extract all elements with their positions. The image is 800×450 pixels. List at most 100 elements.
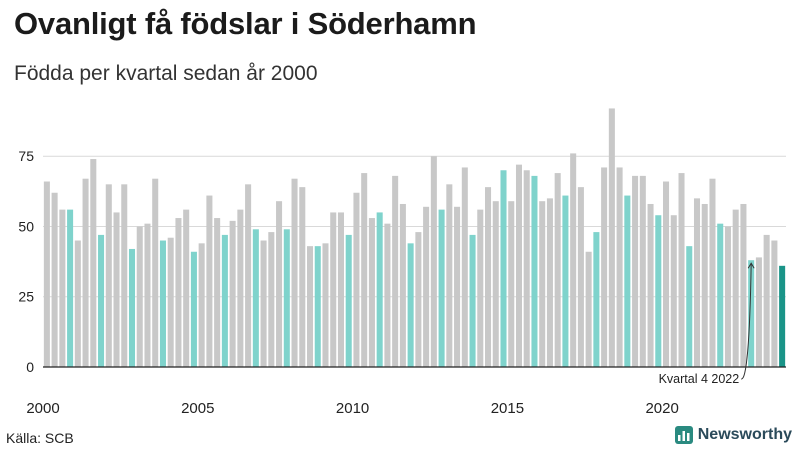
bar [415, 232, 422, 367]
bar [74, 240, 81, 367]
bar [113, 212, 120, 367]
bar [423, 206, 430, 367]
bar [392, 175, 399, 367]
bar [740, 203, 747, 367]
bar [647, 203, 654, 367]
bar [515, 164, 523, 367]
bar [121, 184, 128, 367]
y-axis-ticks: 0 25 50 75 [18, 148, 34, 375]
bar [469, 234, 476, 367]
bar [136, 226, 143, 367]
bar [252, 229, 259, 367]
bar [523, 170, 530, 367]
bar [717, 223, 724, 367]
bar [245, 184, 252, 367]
annotation-label: Kvartal 4 2022 [659, 372, 740, 386]
bar [701, 203, 708, 367]
bar [771, 240, 778, 367]
bar [214, 218, 221, 367]
bar [779, 265, 786, 367]
annotation: Kvartal 4 2022 [659, 262, 755, 386]
bar [260, 240, 267, 367]
bar [562, 195, 569, 367]
bar [368, 218, 375, 367]
bar [322, 243, 329, 367]
x-tick-label: 2020 [645, 400, 678, 417]
bar [206, 195, 213, 367]
x-axis-ticks: 2000 2005 2010 2015 2020 [26, 400, 679, 417]
bar [492, 201, 499, 367]
bar [709, 178, 716, 367]
bar [90, 159, 97, 367]
bar [283, 229, 290, 367]
bar [655, 215, 662, 367]
bar [229, 220, 236, 367]
bar [198, 243, 205, 367]
bar [376, 212, 383, 367]
chart-subtitle: Födda per kvartal sedan år 2000 [14, 62, 318, 85]
bar [616, 167, 623, 367]
bar [554, 173, 561, 367]
y-tick-label: 75 [18, 148, 34, 164]
bar [384, 223, 391, 367]
y-tick-label: 50 [18, 218, 34, 234]
bar [82, 178, 89, 367]
bar [639, 175, 646, 367]
bar [167, 237, 174, 367]
bar [221, 234, 228, 367]
bar [268, 232, 275, 367]
bar [175, 218, 182, 367]
bar [508, 201, 515, 367]
x-tick-label: 2005 [181, 400, 214, 417]
bar [724, 226, 731, 367]
bar [663, 181, 670, 367]
bar [361, 173, 368, 367]
bar [306, 246, 314, 367]
bar [330, 212, 337, 367]
bar [577, 187, 584, 367]
newsworthy-logo-icon [674, 426, 693, 444]
bar [461, 167, 468, 367]
bar [570, 153, 577, 367]
bar [183, 209, 190, 367]
bar [454, 206, 461, 367]
bar [43, 181, 50, 367]
bar [686, 246, 693, 367]
bar [763, 234, 770, 367]
bar [399, 203, 406, 367]
bar [59, 209, 66, 367]
bar [477, 209, 484, 367]
bar [732, 209, 739, 367]
bar [98, 234, 105, 367]
y-tick-label: 0 [26, 359, 34, 375]
source-note: Källa: SCB [6, 430, 74, 446]
bar [608, 108, 615, 367]
bar [353, 192, 360, 367]
bars [43, 108, 786, 367]
bar [531, 175, 538, 367]
gridlines [43, 155, 786, 298]
y-tick-label: 25 [18, 289, 34, 305]
bar [438, 209, 445, 367]
bar [446, 184, 453, 367]
bar [190, 251, 197, 367]
bar [67, 209, 74, 367]
bar [291, 178, 298, 367]
bar [237, 209, 244, 367]
bar [152, 178, 159, 367]
x-tick-label: 2015 [491, 400, 524, 417]
x-tick-label: 2000 [26, 400, 59, 417]
bar [500, 170, 507, 367]
bar [128, 248, 136, 367]
bar [345, 234, 352, 367]
bar [51, 192, 58, 367]
chart-title: Ovanligt få födslar i Söderhamn [14, 6, 477, 41]
bar [407, 243, 414, 367]
annotation-arrowhead [747, 262, 755, 269]
bar [593, 232, 600, 367]
bar [748, 260, 755, 367]
bar [678, 173, 685, 367]
bar [585, 251, 592, 367]
bar [159, 240, 166, 367]
bar [624, 195, 631, 367]
